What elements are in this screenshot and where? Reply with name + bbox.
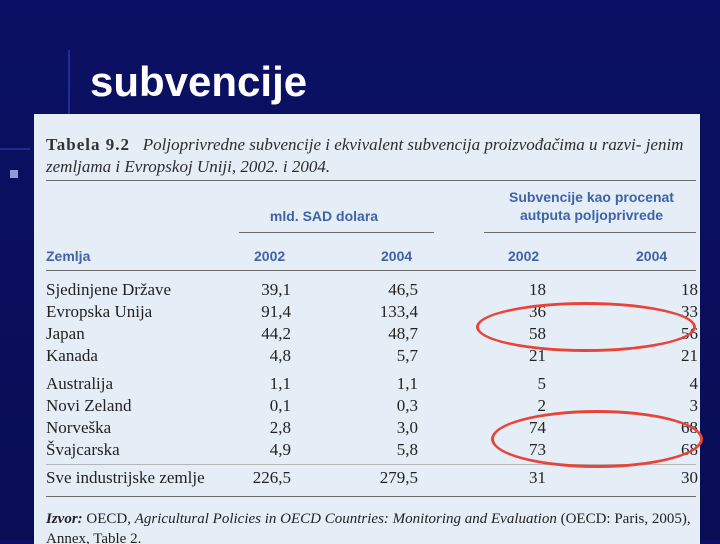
divider: [46, 496, 696, 497]
value-cell: 48,7: [388, 324, 418, 343]
value-cell: 4,8: [269, 346, 291, 365]
caption-label: Tabela 9.2: [46, 135, 131, 154]
value-cell: 0,1: [269, 396, 291, 415]
caption-text: Poljoprivredne subvencije i ekvivalent s…: [46, 135, 684, 176]
value-cell: 4,9: [269, 440, 291, 459]
source-pre: OECD,: [86, 511, 132, 527]
value-cell: 2: [537, 396, 547, 415]
table-caption: Tabela 9.2 Poljoprivredne subvencije i e…: [46, 134, 696, 178]
value-cell: 30: [681, 468, 698, 487]
divider: [46, 464, 696, 465]
value-cell: 39,1: [261, 280, 291, 299]
source-line2: Annex, Table 2.: [46, 531, 142, 544]
bullet-marker: [10, 170, 18, 178]
group-header-billions: mld. SAD dolara: [269, 208, 379, 224]
source-note: Izvor: OECD, Agricultural Policies in OE…: [46, 509, 696, 544]
value-cell: 133,4: [379, 302, 418, 321]
divider: [484, 232, 696, 233]
group-header-percent: Subvencije kao procenat autputa poljopri…: [509, 189, 674, 223]
value-cell: 44,2: [261, 324, 291, 343]
country-name: Australija: [46, 374, 114, 393]
table-document: Tabela 9.2 Poljoprivredne subvencije i e…: [34, 114, 700, 544]
value-cell: 1,1: [269, 374, 291, 393]
table-row-total: Sve industrijske zemlje 226,5 279,5 31 3…: [46, 468, 698, 490]
decorative-vertical-line: [68, 50, 70, 130]
table-row: Novi Zeland 0,1 0,3 2 3: [46, 396, 699, 418]
value-cell: 91,4: [261, 302, 291, 321]
divider: [46, 180, 696, 181]
column-header-year: 2004: [381, 248, 413, 264]
value-cell: 1,1: [396, 374, 418, 393]
value-cell: 5,8: [396, 440, 418, 459]
table-row: Australija 1,1 1,1 5 4: [46, 374, 699, 396]
value-cell: 3: [689, 396, 699, 415]
value-cell: 46,5: [388, 280, 418, 299]
country-name: Japan: [46, 324, 85, 343]
country-name: Novi Zeland: [46, 396, 132, 415]
decorative-horizontal-line: [0, 148, 30, 150]
country-name: Norveška: [46, 418, 112, 437]
country-name: Evropska Unija: [46, 302, 153, 321]
value-cell: 2,8: [269, 418, 291, 437]
highlight-ring-japan: [476, 302, 696, 352]
divider: [46, 270, 696, 271]
source-post: (OECD: Paris, 2005),: [560, 511, 691, 527]
table-row: Sjedinjene Države 39,1 46,5 18 18: [46, 280, 698, 302]
table-row: Kanada 4,8 5,7 21 21: [46, 346, 698, 368]
value-cell: 279,5: [379, 468, 418, 487]
value-cell: 21: [529, 346, 546, 365]
country-name: Sve industrijske zemlje: [46, 468, 205, 487]
highlight-ring-norway-switzerland: [491, 410, 703, 468]
slide-title: subvencije: [90, 58, 308, 105]
value-cell: 31: [529, 468, 546, 487]
value-cell: 5: [537, 374, 547, 393]
value-cell: 18: [681, 280, 698, 299]
column-header-year: 2002: [254, 248, 286, 264]
source-title: Agricultural Policies in OECD Countries:…: [134, 511, 557, 527]
column-header-year: 2002: [508, 248, 540, 264]
country-name: Kanada: [46, 346, 98, 365]
value-cell: 226,5: [252, 468, 291, 487]
column-header-country: Zemlja: [46, 248, 91, 264]
column-header-year: 2004: [636, 248, 668, 264]
source-label: Izvor:: [46, 511, 83, 527]
value-cell: 21: [681, 346, 698, 365]
value-cell: 4: [689, 374, 699, 393]
value-cell: 18: [529, 280, 546, 299]
value-cell: 3,0: [396, 418, 418, 437]
value-cell: 0,3: [396, 396, 418, 415]
value-cell: 5,7: [396, 346, 418, 365]
country-name: Švajcarska: [46, 440, 120, 459]
country-name: Sjedinjene Države: [46, 280, 172, 299]
divider: [239, 232, 434, 233]
